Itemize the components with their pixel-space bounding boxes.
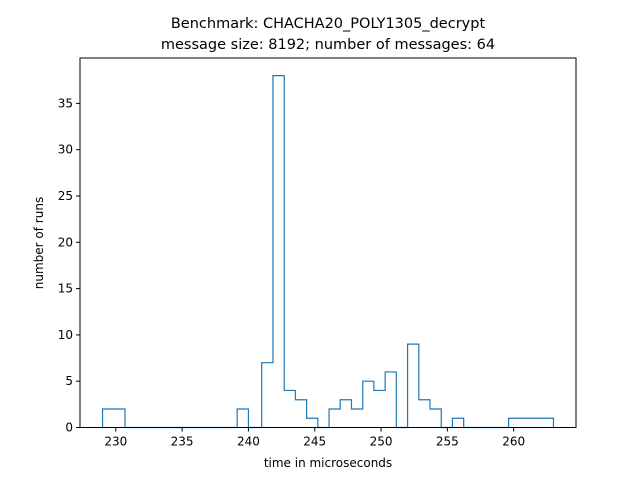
histogram-bin (374, 390, 385, 427)
histogram-bin (329, 409, 340, 428)
histogram-bin (419, 400, 430, 428)
histogram-bin (307, 418, 318, 427)
x-tick-label: 255 (436, 435, 459, 449)
x-tick-label: 235 (171, 435, 194, 449)
histogram-bin (340, 400, 351, 428)
plot-area (101, 75, 555, 429)
y-tick-label: 15 (58, 282, 73, 296)
histogram-bin (430, 409, 441, 428)
x-tick-label: 240 (237, 435, 260, 449)
x-tick-label: 250 (370, 435, 393, 449)
histogram-bin (509, 418, 554, 427)
y-axis-label: number of runs (32, 197, 46, 289)
histogram-bin (363, 381, 374, 427)
y-axis-ticks: 0 5 10 15 20 25 30 35 (58, 96, 80, 435)
x-axis-label: time in microseconds (264, 456, 392, 470)
histogram-bin (103, 409, 125, 428)
histogram-bin (385, 372, 396, 428)
y-tick-label: 10 (58, 328, 73, 342)
histogram-bin (452, 418, 463, 427)
x-tick-label: 260 (502, 435, 525, 449)
histogram-bin (351, 409, 362, 428)
y-tick-label: 5 (65, 374, 73, 388)
y-tick-label: 35 (58, 96, 73, 110)
y-tick-label: 0 (65, 421, 73, 435)
histogram-bin (284, 390, 295, 427)
plot-frame (79, 57, 577, 428)
y-tick-label: 20 (58, 235, 73, 249)
chart-title-line2: message size: 8192; number of messages: … (161, 37, 495, 53)
histogram-outline (101, 75, 555, 429)
histogram-bin (237, 409, 248, 428)
x-tick-label: 245 (303, 435, 326, 449)
histogram-bin (273, 76, 284, 428)
histogram-bin (262, 363, 273, 428)
x-axis-ticks: 230 235 240 245 250 255 260 (104, 427, 525, 449)
y-tick-label: 25 (58, 189, 73, 203)
histogram-bin (408, 344, 419, 427)
x-tick-label: 230 (104, 435, 127, 449)
y-tick-label: 30 (58, 143, 73, 157)
histogram-bin (295, 400, 306, 428)
chart-title-line1: Benchmark: CHACHA20_POLY1305_decrypt (171, 16, 486, 32)
